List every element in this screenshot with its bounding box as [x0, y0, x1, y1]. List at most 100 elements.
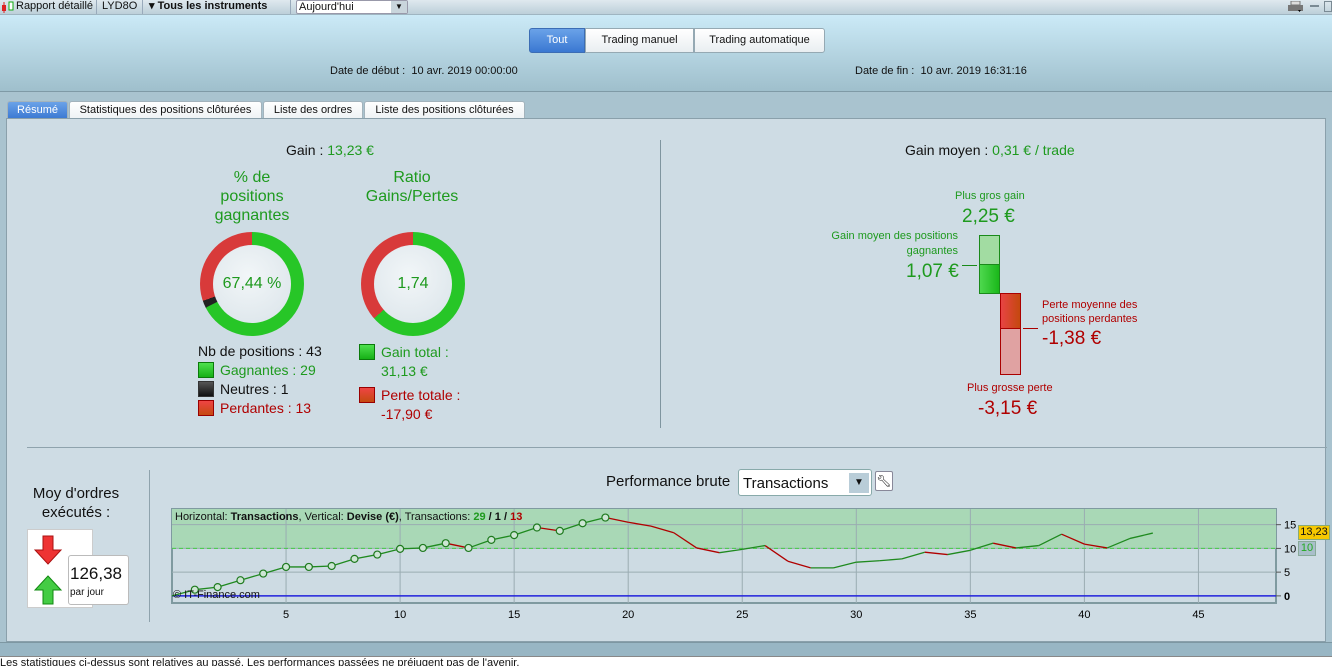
orders-per-day-box: 126,38 par jour — [68, 555, 129, 605]
x-tick-label: 25 — [736, 609, 748, 621]
candlestick-icon — [1, 1, 15, 17]
series-segment — [1084, 543, 1108, 549]
data-point — [213, 582, 222, 592]
divider — [149, 470, 150, 622]
ratio-donut: 1,74 — [361, 232, 465, 336]
caret-down-icon: ▾ — [149, 0, 158, 12]
performance-select[interactable]: Transactions ▼ — [738, 469, 872, 496]
x-tick-label: 45 — [1192, 609, 1204, 621]
series-segment — [673, 532, 697, 549]
series-segment — [1106, 537, 1131, 549]
last-value-badge: 13,23 — [1298, 525, 1330, 540]
legend-losers: Perdantes : 13 — [198, 400, 311, 416]
toolbar: Rapport détaillé LYD8O ▾ Tous les instru… — [0, 0, 1332, 15]
tab-summary[interactable]: Résumé — [7, 101, 68, 119]
tab-closed-positions[interactable]: Liste des positions clôturées — [364, 101, 525, 119]
legend-winners: Gagnantes : 29 — [198, 362, 316, 378]
chart-info: Horizontal: Transactions, Vertical: Devi… — [175, 511, 523, 523]
y-tick-label: 15 — [1284, 520, 1296, 532]
series-segment — [947, 549, 971, 556]
data-point — [281, 562, 291, 572]
series-segment — [787, 560, 811, 569]
series-segment — [993, 542, 1017, 549]
data-point — [578, 519, 587, 528]
tab-orders[interactable]: Liste des ordres — [263, 101, 363, 119]
printer-icon[interactable] — [1287, 0, 1305, 17]
start-date: Date de début : 10 avr. 2019 00:00:00 — [330, 65, 518, 77]
performance-chart: 5 10 15 20 25 30 35 40 45 0 5 10 15 — [171, 508, 1296, 621]
restore-icon[interactable] — [1324, 1, 1332, 12]
winning-pct-donut: 67,44 % — [200, 232, 304, 336]
data-point — [487, 535, 496, 544]
data-point — [555, 526, 564, 535]
avg-win-label: Gain moyen des positions gagnantes — [831, 230, 958, 257]
best-gain-bar — [979, 235, 1000, 265]
period-select[interactable]: Aujourd'hui ▼ — [296, 0, 408, 14]
orders-value: 126,38 — [70, 564, 122, 583]
arrow-left-icon — [1023, 328, 1038, 329]
data-point — [395, 544, 405, 553]
series-segment — [879, 558, 902, 562]
data-point — [350, 554, 359, 563]
green-swatch-icon — [359, 344, 375, 360]
x-tick-label: 30 — [850, 609, 862, 621]
instruments-menu[interactable]: ▾ Tous les instruments — [149, 0, 268, 12]
end-date: Date de fin : 10 avr. 2019 16:31:16 — [855, 65, 1027, 77]
orders-title: Moy d'ordres exécutés : — [32, 485, 120, 521]
y-tick-label: 0 — [1284, 591, 1290, 603]
data-point — [259, 569, 268, 578]
x-tick-label: 15 — [508, 609, 520, 621]
series-segment — [1061, 533, 1085, 545]
worst-loss-label: Plus grosse perte — [967, 382, 1053, 394]
account-label[interactable]: LYD8O — [102, 0, 138, 12]
x-tick-label: 40 — [1078, 609, 1090, 621]
green-swatch-icon — [198, 362, 214, 378]
series-segment — [628, 521, 652, 527]
series-segment — [742, 544, 766, 550]
best-gain-label: Plus gros gain — [955, 190, 1025, 202]
mode-manual-button[interactable]: Trading manuel — [585, 28, 694, 53]
series-segment — [856, 560, 880, 563]
dropdown-arrow-icon: ▼ — [849, 473, 869, 493]
gain-total: Gain total :31,13 € — [359, 343, 449, 381]
detailed-report-button[interactable]: Rapport détaillé — [16, 0, 94, 12]
series-segment — [1129, 532, 1153, 540]
data-point — [373, 550, 382, 559]
minimize-icon[interactable] — [1310, 5, 1319, 7]
avg-loss-value: -1,38 € — [1042, 328, 1102, 349]
gain-total-title: Gain : 13,23 € — [286, 142, 374, 158]
data-point — [441, 539, 450, 548]
legend-neutral: Neutres : 1 — [198, 381, 288, 397]
dropdown-arrow-icon: ▼ — [391, 1, 407, 13]
profit-zone — [172, 509, 1276, 549]
series-segment — [1015, 544, 1039, 549]
status-text: Les statistiques ci-dessus sont relative… — [0, 656, 1332, 666]
settings-wrench-button[interactable]: 🔧︎ — [875, 471, 893, 491]
winning-pct-value: 67,44 % — [213, 245, 291, 323]
positions-count: Nb de positions : 43 — [198, 343, 322, 359]
data-point — [601, 513, 610, 522]
data-point — [418, 543, 428, 553]
avg-loss-label: Perte moyenne des positions perdantes — [1042, 299, 1138, 325]
series-segment — [901, 551, 925, 560]
copyright: © IT-Finance.com — [173, 589, 260, 601]
worst-loss-value: -3,15 € — [978, 398, 1038, 419]
y-tick-label: 10 — [1284, 543, 1296, 555]
data-point — [304, 562, 313, 572]
y-tick-label: 5 — [1284, 567, 1290, 579]
black-swatch-icon — [198, 381, 214, 397]
loss-total: Perte totale : -17,90 € — [359, 386, 460, 424]
ratio-title: Ratio Gains/Pertes — [365, 169, 459, 205]
tab-closed-stats[interactable]: Statistiques des positions clôturées — [69, 101, 262, 119]
series-segment — [719, 548, 743, 554]
x-tick-label: 20 — [622, 609, 634, 621]
mode-auto-button[interactable]: Trading automatique — [694, 28, 825, 53]
avg-win-value: 1,07 € — [906, 261, 959, 282]
x-tick-label: 5 — [283, 609, 289, 621]
reference-badge: 10 — [1298, 541, 1316, 556]
footer-bar — [0, 642, 1332, 656]
series-segment — [1038, 533, 1062, 547]
mode-all-button[interactable]: Tout — [529, 28, 585, 53]
winning-pct-title: % de positions gagnantes — [214, 169, 290, 224]
avg-win-bar — [979, 264, 1000, 294]
